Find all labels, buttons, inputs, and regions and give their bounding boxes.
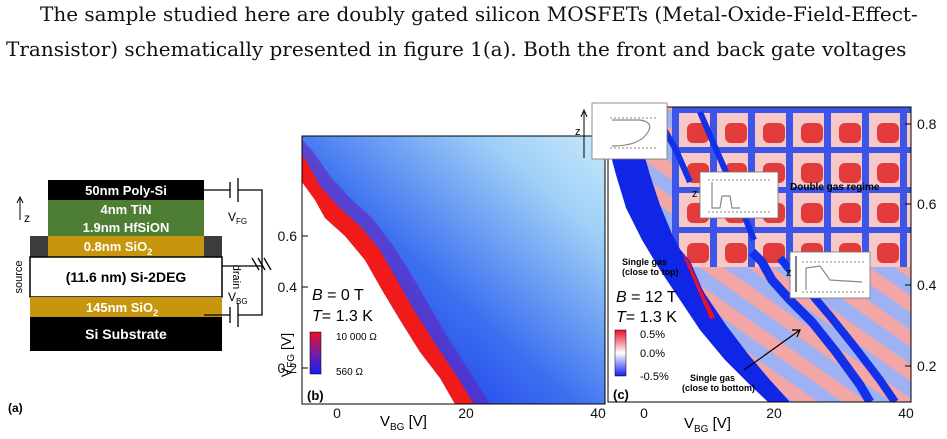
- c-ytick-08: 0.8: [917, 116, 937, 132]
- c-colorbar: [614, 329, 627, 377]
- inset-z-3: z: [786, 267, 792, 279]
- c-depleted-region: [608, 145, 768, 402]
- b-ylabel-vfg: VFG [V]: [278, 333, 297, 377]
- layer-poly-si: [48, 180, 204, 200]
- panel-b-resistance-map: 0.6 0.4 0.2 0 20 40 VFG [V] VBG [V] B = …: [278, 135, 606, 433]
- double-gas-label: Double gas regime: [790, 182, 880, 193]
- b-xtick-20: 20: [458, 405, 474, 421]
- b-xlabel: VBG [V]: [380, 413, 427, 433]
- c-xtick-20: 20: [766, 405, 782, 421]
- paragraph-line-1: The sample studied here are doubly gated…: [40, 2, 918, 26]
- b-xtick-0: 0: [333, 405, 341, 421]
- layer-sio2-thick: [30, 297, 222, 317]
- pointer-arrow: [743, 329, 801, 371]
- layer-hfsion-label: 1.9nm HfSiON: [83, 220, 170, 235]
- source-label: source: [13, 260, 25, 293]
- layer-sio2-thin-label: 0.8nm SiO2: [84, 239, 153, 257]
- depleted-region: [302, 136, 455, 404]
- layer-2deg: [29, 256, 223, 298]
- gate-circuit: [204, 178, 263, 327]
- single-top-label-1: Single gas: [622, 257, 667, 267]
- c-field-label: B = 12 T: [616, 289, 677, 306]
- red-ridge: [679, 249, 717, 321]
- b-colorbar: [309, 331, 322, 375]
- c-xlabel: VBG [V]: [684, 415, 731, 435]
- layer-substrate-label: Si Substrate: [85, 326, 167, 342]
- vfg-label: VFG: [228, 210, 247, 226]
- c-xtick-0: 0: [640, 405, 648, 421]
- single-bottom-label-2: (close to bottom): [682, 383, 755, 393]
- c-temp-label: T= 1.3 K: [616, 309, 677, 326]
- panel-c-label: (c): [613, 387, 629, 402]
- panel-c-frame: [607, 106, 912, 403]
- paragraph-line-2: Transistor) schematically presented in f…: [6, 37, 907, 61]
- b-xtick-40: 40: [590, 405, 606, 421]
- c-xtick-40: 40: [898, 405, 914, 421]
- layer-poly-si-label: 50nm Poly-Si: [85, 183, 167, 198]
- layer-sio2-thin: [48, 236, 204, 257]
- b-scale-max: 10 000 Ω: [336, 332, 377, 343]
- vbg-label: VBG: [228, 290, 248, 306]
- line-1: [748, 248, 874, 402]
- b-ytick-06: 0.6: [278, 228, 298, 244]
- b-field-label: B = 0 T: [312, 287, 364, 304]
- layer-tin-label: 4nm TiN: [100, 202, 151, 217]
- panel-b-label: (b): [307, 388, 324, 403]
- ground-symbol: [222, 257, 272, 271]
- layer-substrate: [30, 317, 222, 351]
- inset-z-2: z: [692, 188, 698, 200]
- c-ytick-06: 0.6: [917, 196, 937, 212]
- layer-sio2-thick-label: 145nm SiO2: [86, 300, 158, 318]
- transition-edge: [302, 140, 490, 404]
- b-ytick-04: 0.4: [278, 279, 298, 295]
- b-temp-label: T= 1.3 K: [312, 308, 373, 325]
- c-ytick-02: 0.2: [917, 358, 937, 374]
- c-ytick-04: 0.4: [917, 277, 937, 293]
- z-arrowhead: [16, 195, 24, 204]
- inset-top: z: [575, 102, 668, 160]
- single-top-label-2: (close to top): [622, 267, 679, 277]
- layer-2deg-label: (11.6 nm) Si-2DEG: [66, 269, 187, 285]
- c-scale-top: 0.5%: [640, 329, 665, 341]
- layer-hfsion: [48, 218, 204, 236]
- single-bottom-label-1: Single gas: [690, 373, 735, 383]
- c-scale-mid: 0.0%: [640, 348, 665, 360]
- panel-b-frame: [301, 135, 606, 405]
- panel-a-label: (a): [8, 401, 23, 415]
- inset-z-1: z: [575, 126, 581, 138]
- inset-middle: z: [692, 171, 779, 219]
- high-resistance-edge: [302, 154, 474, 404]
- b-ytick-02: 0.2: [278, 360, 298, 376]
- panel-a-schematic: 50nm Poly-Si 4nm TiN 1.9nm HfSiON 0.8nm …: [8, 178, 272, 415]
- layer-tin: [48, 200, 204, 218]
- z-label: z: [24, 211, 30, 225]
- drain-label: drain: [230, 265, 242, 289]
- b-scale-min: 560 Ω: [336, 367, 363, 378]
- c-scale-bot: -0.5%: [640, 371, 669, 383]
- inset-bottom: z: [786, 251, 871, 299]
- panel-c-magnetoresistance-map: z z z Double gas regime Single gas (clos…: [575, 102, 937, 435]
